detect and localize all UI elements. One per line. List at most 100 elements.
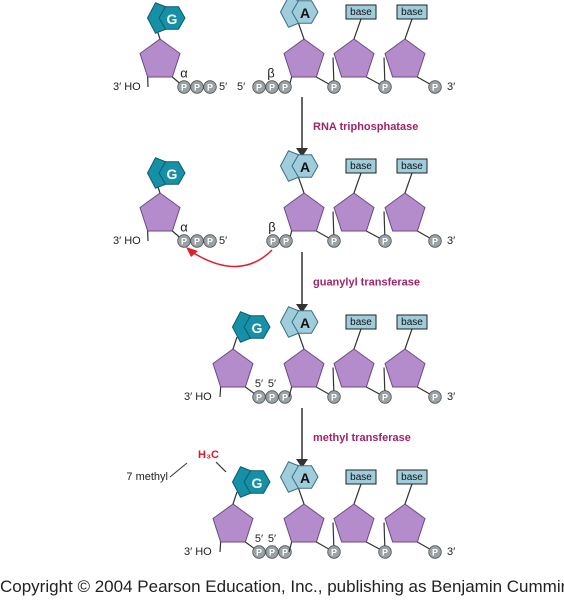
- ribose-sugar: [333, 192, 375, 232]
- base-box: base: [396, 4, 428, 20]
- ribose-sugar: [384, 38, 426, 78]
- phosphate-group: P: [278, 80, 292, 94]
- phosphate-label: P: [432, 237, 438, 247]
- ribose-sugar: [283, 503, 325, 543]
- phosphate-label: P: [282, 83, 288, 93]
- phosphate-circle: [428, 390, 442, 404]
- phosphate-label: P: [256, 548, 262, 558]
- glycosidic-bond: [297, 486, 305, 505]
- beta-label: β: [268, 220, 275, 235]
- glycosidic-bond: [232, 336, 238, 350]
- phosphate-circle: [327, 390, 341, 404]
- base-label: base: [401, 472, 423, 483]
- base-label: base: [350, 472, 372, 483]
- phosphate-label: P: [256, 83, 262, 93]
- five-prime-label: 5′: [219, 235, 227, 247]
- pyrimidine-ring: [291, 465, 319, 489]
- phosphate-label: P: [269, 83, 275, 93]
- base-rect: [345, 4, 377, 20]
- phosphate-circle: [252, 80, 266, 94]
- base-label: base: [350, 7, 372, 18]
- phosphate-group: P: [252, 80, 266, 94]
- phosphate-circle: [279, 234, 293, 248]
- base-rect: [345, 469, 377, 485]
- ribose-sugar: [139, 192, 181, 232]
- ribose-sugar: [384, 348, 426, 388]
- ribose-sugar: [283, 192, 325, 232]
- seven-methyl-label: 7 methyl: [126, 471, 168, 483]
- phosphate-group: P: [190, 234, 204, 248]
- ribose-sugar: [384, 192, 426, 232]
- glycosidic-bond: [353, 483, 362, 505]
- phosphate-circle: [278, 545, 292, 559]
- adenine-base: A: [279, 150, 319, 182]
- adenine-base: A: [279, 0, 319, 28]
- adenine-base-label: A: [300, 159, 310, 175]
- pyrimidine-ring: [158, 161, 186, 185]
- phosphate-group: P: [378, 234, 392, 248]
- base-rect: [396, 158, 428, 174]
- base-label: base: [401, 317, 423, 328]
- phosphate-label: P: [331, 83, 337, 93]
- phosphate-group: P: [327, 545, 341, 559]
- phosphate-group: P: [252, 390, 266, 404]
- base-rect: [396, 4, 428, 20]
- phosphate-circle: [327, 545, 341, 559]
- five-prime-label: 5′: [268, 378, 276, 390]
- phosphate-group: P: [378, 80, 392, 94]
- beta-label: β: [267, 66, 274, 81]
- enzyme-label-1: guanylyl transferase: [313, 277, 420, 289]
- three-prime-end-label: 3′: [447, 546, 455, 558]
- adenine-base-label: A: [300, 470, 310, 486]
- glycosidic-bond: [297, 175, 305, 194]
- base-box: base: [396, 469, 428, 485]
- base-box: base: [345, 158, 377, 174]
- guanine-base-label: G: [252, 320, 263, 336]
- phosphate-circle: [203, 234, 217, 248]
- base-rect: [345, 314, 377, 330]
- phosphate-group: P: [327, 234, 341, 248]
- guanine-base-label: G: [167, 166, 178, 182]
- enzyme-label-0: RNA triphosphatase: [313, 121, 418, 133]
- phosphate-group: P: [278, 390, 292, 404]
- five-prime-bond: [288, 386, 293, 398]
- phosphate-circle: [428, 80, 442, 94]
- phosphate-label: P: [282, 548, 288, 558]
- phosphate-label: P: [282, 393, 288, 403]
- three-prime-end-label: 3′: [447, 391, 455, 403]
- base-rect: [396, 314, 428, 330]
- phosphate-group: P: [327, 390, 341, 404]
- phosphate-label: P: [432, 393, 438, 403]
- pyrimidine-ring: [291, 154, 319, 178]
- pyrimidine-ring: [291, 310, 319, 334]
- base-label: base: [401, 161, 423, 172]
- ribose-sugar: [333, 38, 375, 78]
- five-prime-bond: [288, 541, 293, 553]
- phosphate-label: P: [283, 237, 289, 247]
- alpha-label: α: [180, 220, 188, 235]
- glycosidic-bond: [404, 328, 413, 350]
- methyl-bond: [215, 461, 227, 473]
- phosphate-group: P: [428, 80, 442, 94]
- phosphate-circle: [378, 80, 392, 94]
- phosphate-group: P: [428, 545, 442, 559]
- pyrimidine-ring: [158, 6, 186, 30]
- glycosidic-bond: [353, 18, 362, 40]
- glycosidic-bond: [297, 21, 305, 40]
- base-label: base: [350, 161, 372, 172]
- copyright-notice: Copyright © 2004 Pearson Education, Inc.…: [0, 577, 564, 596]
- hydroxyl-bond: [219, 541, 222, 553]
- three-prime-ho-label: 3′ HO: [113, 81, 141, 93]
- phosphate-label: P: [256, 393, 262, 403]
- phosphate-circle: [252, 390, 266, 404]
- phosphate-circle: [428, 545, 442, 559]
- three-prime-ho-label: 3′ HO: [113, 235, 141, 247]
- ribose-sugar: [212, 348, 254, 388]
- base-box: base: [345, 4, 377, 20]
- phosphate-circle: [278, 390, 292, 404]
- phosphate-label: P: [194, 83, 200, 93]
- alpha-label: α: [180, 66, 188, 81]
- five-prime-label: 5′: [255, 533, 263, 545]
- phosphate-group: P: [378, 390, 392, 404]
